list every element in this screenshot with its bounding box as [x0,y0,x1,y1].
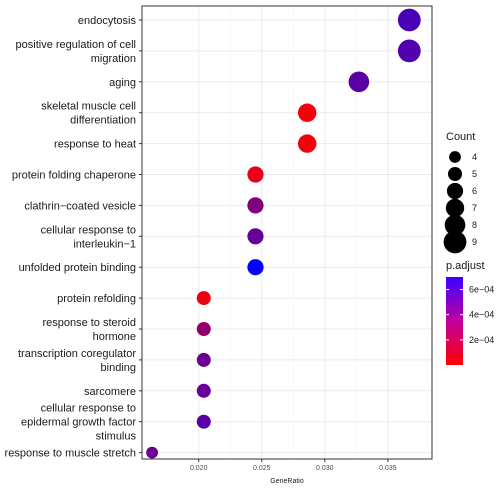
data-point [146,446,158,459]
term-label-line: positive regulation of cell [16,39,136,51]
data-point [247,259,264,276]
data-point [196,291,211,306]
color-legend-bar [446,277,463,365]
data-point [297,103,317,122]
data-point [247,228,264,245]
x-tick-label: 0.020 [190,465,208,472]
size-legend-key [446,182,464,200]
data-point [297,134,317,153]
term-label-line: response to muscle stretch [5,448,136,460]
term-label-line: clathrin−coated vesicle [24,200,136,212]
size-legend-label: 4 [472,152,477,162]
size-legend: Count 4 5 6 7 8 9 [443,131,477,254]
data-point [247,166,264,183]
color-legend-title: p.adjust [446,260,485,272]
y-axis: endocytosis positive regulation of cell mi… [5,15,142,460]
term-label-line: transcription coregulator [18,348,136,360]
term-label: response to heat [54,139,136,151]
x-tick-label: 0.030 [316,465,334,472]
size-legend-label: 9 [472,237,477,247]
size-legend-label: 7 [472,203,477,213]
size-legend-label: 6 [472,186,477,196]
points [146,8,421,459]
term-label-line: cellular response to [41,224,136,236]
term-label-line: cellular response to [41,403,136,415]
term-label-line: epidermal growth factor [21,417,136,429]
term-label: positive regulation of cell migration [16,39,136,65]
color-legend: p.adjust 6e−04 4e−04 2e−04 [446,260,494,365]
size-legend-label: 5 [472,169,477,179]
term-label-line: aging [109,77,136,89]
size-legend-key [448,167,462,181]
term-label-line: differentiation [70,115,136,127]
term-label-line: binding [101,362,136,374]
size-legend-key [444,214,466,236]
data-point [397,39,421,63]
term-label-line: stimulus [96,431,137,443]
size-legend-label: 8 [472,220,477,230]
term-label: unfolded protein binding [19,262,136,274]
term-label-line: interleukin−1 [73,238,136,250]
term-label: response to muscle stretch [5,448,136,460]
x-tick-label: 0.025 [253,465,271,472]
data-point [196,352,211,367]
data-point [196,414,211,429]
size-legend-key [443,230,467,254]
size-legend-key [449,151,461,163]
plot-panel-border [141,5,433,460]
term-label: skeletal muscle cell differentiation [41,101,136,127]
term-label: endocytosis [78,15,137,27]
term-label: protein refolding [57,293,136,305]
term-label-line: unfolded protein binding [19,262,136,274]
data-point [397,8,421,32]
color-legend-label: 2e−04 [469,335,494,345]
term-label-line: endocytosis [78,15,137,27]
term-label-line: migration [91,53,136,65]
x-axis-title: GeneRatio [270,478,304,485]
term-label: aging [109,77,136,89]
term-label-line: protein folding chaperone [12,170,136,182]
x-axis: 0.020 0.025 0.030 0.035 [190,459,397,472]
color-legend-label: 6e−04 [469,285,494,295]
term-label: transcription coregulator binding [18,348,136,374]
term-label: clathrin−coated vesicle [24,200,136,212]
size-legend-key [445,198,465,218]
data-point [247,197,264,214]
data-point [196,322,211,336]
size-legend-title: Count [446,131,475,143]
term-label-line: skeletal muscle cell [41,101,136,113]
term-label: protein folding chaperone [12,170,136,182]
term-label: response to steroid hormone [42,317,136,343]
term-label-line: response to steroid [42,317,136,329]
term-label: cellular response to epidermal growth fac… [21,403,136,443]
term-label-line: hormone [93,331,136,343]
term-label-line: sarcomere [84,386,136,398]
color-legend-label: 4e−04 [469,310,494,320]
term-label: sarcomere [84,386,136,398]
term-label-line: protein refolding [57,293,136,305]
data-point [196,383,211,398]
x-tick-label: 0.035 [379,465,397,472]
term-label-line: response to heat [54,139,136,151]
term-label: cellular response to interleukin−1 [41,224,136,250]
data-point [348,71,370,93]
